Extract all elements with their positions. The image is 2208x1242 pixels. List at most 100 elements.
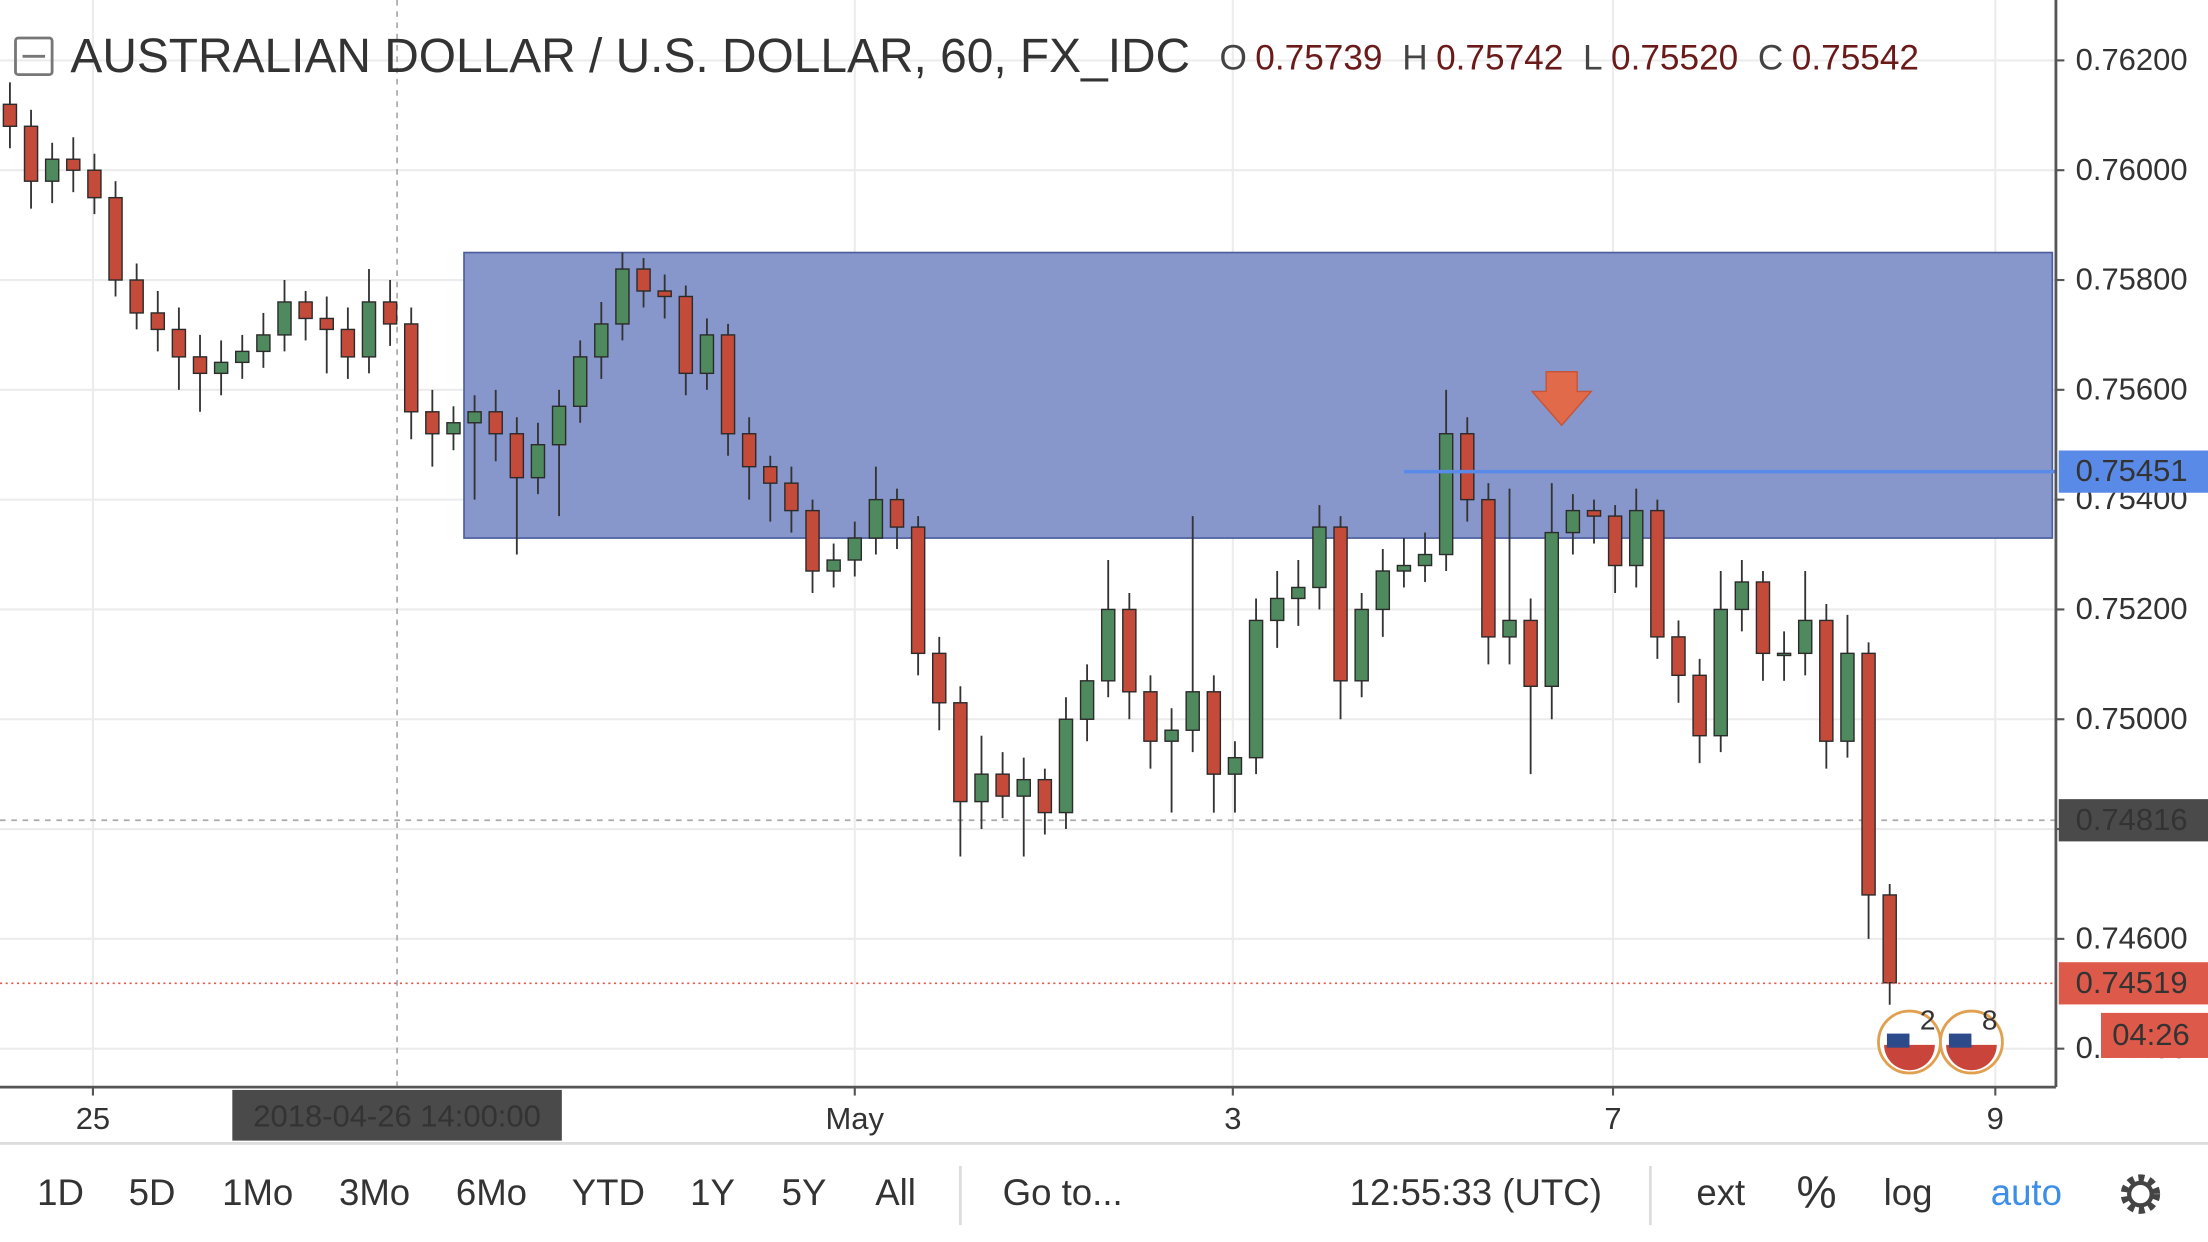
candle-body bbox=[467, 411, 482, 424]
ohlc-value: 0.75742 bbox=[1436, 39, 1563, 78]
candle-body bbox=[44, 158, 60, 182]
candle-body bbox=[1016, 778, 1031, 797]
event-count: 2 bbox=[1920, 1005, 1936, 1036]
candle-body bbox=[1628, 509, 1644, 567]
legend-icon[interactable] bbox=[14, 36, 54, 77]
range-button[interactable]: 1Y bbox=[690, 1172, 735, 1213]
candle-body bbox=[720, 334, 736, 435]
ohlc-key: L bbox=[1583, 39, 1603, 78]
candle-body bbox=[277, 301, 292, 336]
candle-body bbox=[192, 356, 208, 375]
clock[interactable]: 12:55:33 (UTC) bbox=[1350, 1172, 1602, 1213]
candle-body bbox=[784, 482, 799, 512]
ohlc-value: 0.75542 bbox=[1792, 39, 1919, 78]
candle-body bbox=[530, 444, 546, 479]
candle-body bbox=[1143, 691, 1158, 742]
candle-body bbox=[551, 405, 567, 446]
candle-body bbox=[1206, 691, 1222, 775]
candle-body bbox=[1502, 619, 1517, 638]
candle-body bbox=[1565, 509, 1581, 534]
candle-body bbox=[763, 465, 778, 484]
candle-body bbox=[235, 350, 250, 364]
auto-toggle[interactable]: auto bbox=[1991, 1172, 2062, 1213]
candle-body bbox=[1185, 691, 1200, 731]
y-tick-label: 0.76000 bbox=[2076, 152, 2188, 187]
candle-body bbox=[1586, 509, 1602, 517]
x-tick-label: 7 bbox=[1604, 1101, 1621, 1136]
candle-body bbox=[636, 268, 651, 292]
toolbar: 1D 5D 1Mo 3Mo 6Mo YTD 1Y 5Y All Go to...… bbox=[0, 1142, 2208, 1242]
candle-body bbox=[446, 422, 461, 435]
range-button[interactable]: 1D bbox=[37, 1172, 84, 1213]
candle-body bbox=[1312, 526, 1327, 589]
candle-body bbox=[1354, 608, 1369, 682]
x-tick-label: May bbox=[826, 1101, 885, 1136]
range-button[interactable]: 5D bbox=[129, 1172, 176, 1213]
percent-toggle[interactable]: % bbox=[1796, 1166, 1836, 1217]
candle-body bbox=[403, 323, 419, 413]
candle-body bbox=[340, 328, 356, 358]
range-button[interactable]: 3Mo bbox=[339, 1172, 410, 1213]
candle-body bbox=[1523, 619, 1538, 688]
crosshair-time-box bbox=[232, 1089, 562, 1141]
range-button[interactable]: YTD bbox=[572, 1172, 645, 1213]
candle-body bbox=[298, 301, 313, 320]
ohlc-key: C bbox=[1758, 39, 1783, 78]
candle-body bbox=[256, 334, 271, 353]
candle-body bbox=[23, 125, 39, 182]
log-toggle[interactable]: log bbox=[1884, 1172, 1933, 1213]
y-tick-label: 0.75200 bbox=[2076, 591, 2188, 626]
x-tick-label: 25 bbox=[76, 1101, 110, 1136]
candle-body bbox=[615, 268, 630, 325]
candle-body bbox=[953, 702, 968, 803]
candle-body bbox=[805, 509, 820, 572]
collapse-icon[interactable] bbox=[14, 36, 54, 77]
alert-price-label: 0.75451 bbox=[2076, 453, 2188, 488]
candle-body bbox=[910, 526, 926, 655]
last-price-label-box bbox=[2058, 962, 2208, 1005]
candle-body bbox=[1079, 680, 1095, 720]
event-badge[interactable]: 8 bbox=[1939, 1005, 2004, 1075]
down-arrow-annotation bbox=[1530, 371, 1593, 427]
candle-body bbox=[1248, 619, 1264, 759]
range-button[interactable]: 1Mo bbox=[222, 1172, 293, 1213]
goto-button[interactable]: Go to... bbox=[1003, 1172, 1123, 1213]
candle-body bbox=[1481, 498, 1496, 638]
gear-ring bbox=[2127, 1180, 2154, 1208]
settings-gear[interactable] bbox=[2120, 1174, 2161, 1214]
x-tick-label: 9 bbox=[1987, 1101, 2004, 1136]
candle-body bbox=[66, 158, 81, 171]
candle-body bbox=[1164, 729, 1179, 742]
y-tick-label: 0.74600 bbox=[2076, 920, 2188, 955]
range-button[interactable]: 6Mo bbox=[456, 1172, 527, 1213]
y-tick-label: 0.75000 bbox=[2076, 701, 2188, 736]
event-badge[interactable]: 2 bbox=[1877, 1005, 1942, 1075]
candle-body bbox=[2, 103, 18, 127]
candle-body bbox=[657, 290, 672, 298]
crosshair-price-label-box bbox=[2058, 799, 2208, 842]
candle-body bbox=[1713, 608, 1728, 737]
alert-price-label-box bbox=[2058, 450, 2208, 493]
candle-body bbox=[1100, 608, 1116, 682]
y-tick-label: 0.75600 bbox=[2076, 371, 2188, 406]
ext-toggle[interactable]: ext bbox=[1696, 1172, 1745, 1213]
candle-body bbox=[108, 196, 123, 281]
candle-body bbox=[1417, 553, 1433, 567]
candle-body bbox=[889, 498, 905, 528]
range-button[interactable]: All bbox=[875, 1172, 916, 1213]
candle-body bbox=[594, 323, 609, 358]
candle-body bbox=[1269, 597, 1285, 622]
candle-body bbox=[1607, 515, 1623, 567]
candle-body bbox=[171, 328, 187, 358]
last-price-label: 0.74519 bbox=[2076, 965, 2188, 1000]
candle-body bbox=[1460, 433, 1475, 501]
range-button[interactable]: 5Y bbox=[782, 1172, 827, 1213]
candle-body bbox=[931, 652, 947, 704]
ohlc-value: 0.75520 bbox=[1611, 39, 1738, 78]
candle-body bbox=[1882, 894, 1897, 984]
ohlc-key: H bbox=[1402, 39, 1427, 78]
countdown-label: 04:26 bbox=[2112, 1017, 2190, 1052]
countdown-box bbox=[2100, 1012, 2208, 1058]
event-flag-canton bbox=[1886, 1033, 1910, 1048]
